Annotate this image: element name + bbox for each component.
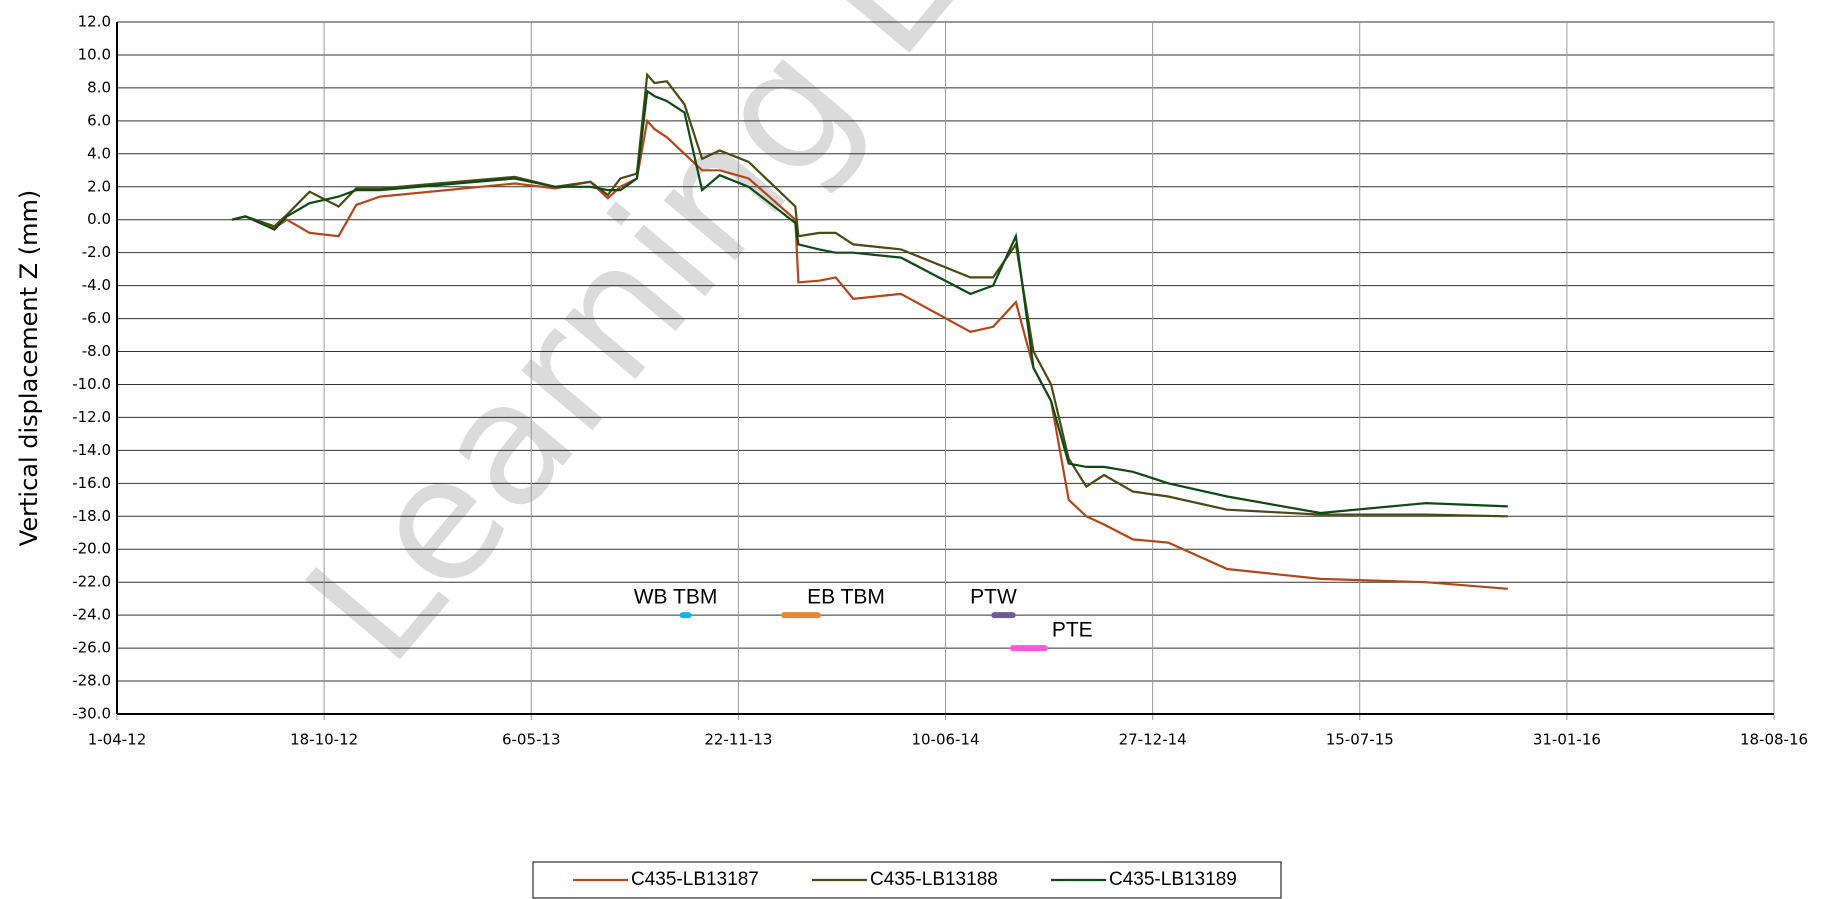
x-tick-label: 10-06-14 [911, 731, 979, 749]
y-tick-label: -12.0 [72, 408, 111, 426]
y-tick-label: 6.0 [87, 111, 111, 129]
data-line [231, 118, 1508, 590]
x-tick-label: 1-04-12 [88, 731, 147, 749]
y-tick-label: 12.0 [78, 13, 111, 31]
annotation-label: WB TBM [634, 586, 718, 609]
x-tick-label: 18-08-16 [1740, 731, 1808, 749]
legend: C435-LB13187 C435-LB13188 C435-LB13189 [532, 861, 1282, 899]
legend-label: C435-LB13189 [1109, 869, 1237, 890]
y-tick-label: -18.0 [72, 507, 111, 525]
x-tick-label: 27-12-14 [1119, 731, 1187, 749]
y-axis-title: Vertical displacement Z (mm) [15, 190, 43, 546]
x-tick-label: 15-07-15 [1326, 731, 1394, 749]
y-tick-label: -8.0 [82, 342, 111, 360]
y-tick-label: 4.0 [87, 144, 111, 162]
y-tick-label: 10.0 [78, 45, 111, 63]
y-tick-label: -14.0 [72, 441, 111, 459]
y-tick-label: -16.0 [72, 474, 111, 492]
y-tick-label: 0.0 [87, 210, 111, 228]
annotation-label: PTW [970, 586, 1017, 609]
y-tick-label: -22.0 [72, 573, 111, 591]
x-tick-label: 31-01-16 [1533, 731, 1601, 749]
y-tick-label: -20.0 [72, 540, 111, 558]
y-tick-label: -24.0 [72, 606, 111, 624]
legend-label: C435-LB13187 [631, 869, 759, 890]
y-tick-label: -6.0 [82, 309, 111, 327]
data-line [231, 89, 1508, 515]
data-line [231, 72, 1508, 518]
legend-box [532, 861, 1282, 899]
x-tick-label: 18-10-12 [290, 731, 358, 749]
y-tick-label: -28.0 [72, 672, 111, 690]
x-tick-label: 22-11-13 [704, 731, 772, 749]
annotation-label: PTE [1052, 619, 1093, 642]
y-tick-label: -26.0 [72, 639, 111, 657]
y-tick-label: -10.0 [72, 375, 111, 393]
y-tick-label: -2.0 [82, 243, 111, 261]
y-tick-label: 2.0 [87, 177, 111, 195]
y-tick-label: -4.0 [82, 276, 111, 294]
annotation-label: EB TBM [807, 586, 885, 609]
y-tick-label: 8.0 [87, 78, 111, 96]
x-tick-label: 6-05-13 [502, 731, 561, 749]
legend-label: C435-LB13188 [870, 869, 998, 890]
y-tick-label: -30.0 [72, 705, 111, 723]
